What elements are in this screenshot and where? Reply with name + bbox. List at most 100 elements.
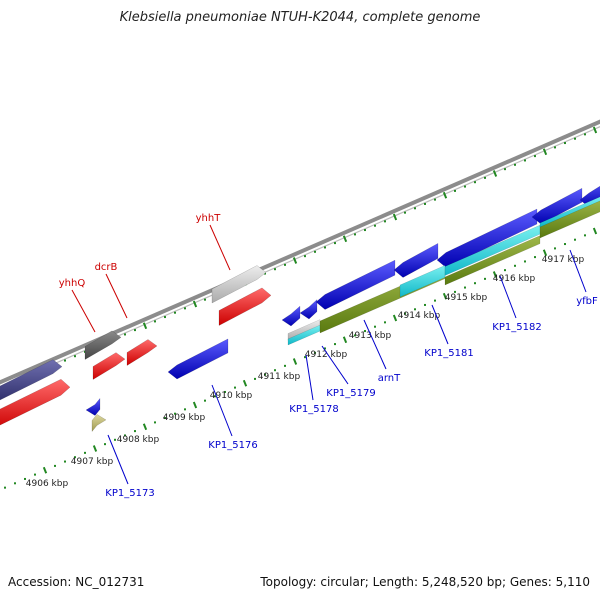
outer-tick-minor-tick — [374, 224, 376, 227]
inner-tick-minor-tick — [214, 395, 216, 398]
gene-arrow-arnT — [393, 242, 439, 278]
inner-tick-minor-tick — [574, 238, 576, 241]
scale-label: 4912 kbp — [305, 350, 348, 360]
inner-tick-minor-tick — [404, 312, 406, 315]
inner-tick-minor-tick — [484, 277, 486, 280]
outer-tick-minor-tick — [404, 211, 406, 214]
inner-tick-minor-tick — [384, 321, 386, 324]
inner-tick-minor-tick — [554, 247, 556, 250]
outer-tick-minor-tick — [184, 307, 186, 310]
outer-tick-minor-tick — [524, 159, 526, 162]
outer-tick-major-tick — [442, 191, 448, 199]
gene-label-reverse: KP1_5173 — [105, 488, 154, 499]
outer-tick-minor-tick — [304, 255, 306, 258]
outer-tick-minor-tick — [564, 142, 566, 145]
inner-tick-minor-tick — [184, 408, 186, 411]
gene-arrow-yhhT — [211, 265, 267, 304]
outer-tick-minor-tick — [574, 137, 576, 140]
scale-label: 4906 kbp — [26, 479, 69, 489]
inner-tick-minor-tick — [104, 443, 106, 446]
inner-tick-minor-tick — [364, 330, 366, 333]
outer-tick-major-tick — [492, 170, 498, 177]
inner-tick-minor-tick — [514, 264, 516, 267]
inner-tick-major-tick — [492, 271, 498, 278]
inner-tick-minor-tick — [4, 486, 6, 489]
outer-tick-minor-tick — [354, 233, 356, 236]
scale-label: 4917 kbp — [542, 255, 585, 265]
inner-tick-minor-tick — [464, 286, 466, 289]
outer-tick-minor-tick — [534, 155, 536, 158]
genome-summary: Topology: circular; Length: 5,248,520 bp… — [260, 575, 590, 589]
leader-line — [211, 384, 233, 437]
leader-line — [105, 273, 128, 319]
gene-label-forward: yhhT — [196, 213, 222, 224]
gene-arrow-red-yhhT — [218, 287, 272, 326]
outer-tick-minor-tick — [584, 133, 586, 136]
inner-tick-minor-tick — [354, 334, 356, 337]
outer-tick-major-tick — [542, 148, 548, 156]
map-title: Klebsiella pneumoniae NTUH-K2044, comple… — [119, 10, 481, 25]
inner-tick-major-tick — [242, 379, 248, 387]
inner-tick-major-tick — [342, 336, 348, 344]
outer-tick-minor-tick — [284, 263, 286, 266]
scale-label: 4907 kbp — [71, 457, 114, 467]
inner-tick-minor-tick — [524, 260, 526, 263]
scale-label: 4914 kbp — [398, 311, 441, 321]
inner-tick-minor-tick — [504, 269, 506, 272]
leader-line — [305, 354, 314, 401]
scale-label: 4909 kbp — [163, 413, 206, 423]
outer-tick-minor-tick — [314, 250, 316, 253]
outer-tick-major-tick — [592, 126, 598, 134]
outer-tick-minor-tick — [334, 242, 336, 245]
inner-tick-minor-tick — [134, 430, 136, 433]
outer-tick-minor-tick — [484, 176, 486, 179]
leader-line — [321, 345, 349, 385]
inner-tick-minor-tick — [54, 464, 56, 467]
gene-arrow-KP1_5182 — [531, 187, 583, 225]
inner-tick-major-tick — [442, 292, 448, 300]
outer-tick-minor-tick — [414, 207, 416, 210]
outer-tick-minor-tick — [364, 229, 366, 232]
inner-tick-minor-tick — [374, 325, 376, 328]
inner-tick-minor-tick — [84, 451, 86, 454]
gene-label-reverse: KP1_5182 — [492, 322, 541, 333]
scale-label: 4915 kbp — [445, 293, 488, 303]
inner-tick-minor-tick — [314, 351, 316, 354]
inner-tick-minor-tick — [234, 386, 236, 389]
outer-tick-minor-tick — [264, 272, 266, 275]
inner-tick-minor-tick — [414, 308, 416, 311]
leader-line — [71, 289, 96, 333]
leader-line — [363, 319, 387, 370]
inner-tick-minor-tick — [24, 477, 26, 480]
leader-line — [209, 224, 231, 271]
inner-tick-minor-tick — [174, 412, 176, 415]
outer-tick-minor-tick — [514, 163, 516, 166]
outer-tick-major-tick — [142, 322, 148, 330]
leader-line — [431, 304, 449, 345]
scale-label: 4916 kbp — [493, 274, 536, 284]
outer-tick-minor-tick — [164, 316, 166, 319]
scale-label: 4910 kbp — [210, 391, 253, 401]
leader-line — [499, 275, 517, 319]
gene-label-reverse: KP1_5176 — [208, 440, 257, 451]
inner-tick-minor-tick — [164, 417, 166, 420]
inner-tick-major-tick — [192, 401, 198, 409]
inner-tick-minor-tick — [454, 290, 456, 293]
inner-tick-major-tick — [542, 249, 548, 257]
inner-tick-minor-tick — [564, 243, 566, 246]
gene-label-forward: dcrB — [95, 262, 118, 273]
gene-arrow-dcrB — [84, 330, 122, 360]
gene-label-reverse: yfbF — [576, 296, 598, 307]
inner-tick-minor-tick — [264, 373, 266, 376]
outer-tick-minor-tick — [274, 268, 276, 271]
gene-arrow-red-large — [0, 378, 71, 426]
outer-tick-minor-tick — [204, 298, 206, 301]
inner-tick-minor-tick — [424, 303, 426, 306]
inner-tick-minor-tick — [154, 421, 156, 424]
outer-tick-major-tick — [342, 235, 348, 243]
inner-tick-minor-tick — [434, 299, 436, 302]
outer-tick-minor-tick — [474, 181, 476, 184]
outer-tick-major-tick — [392, 213, 398, 221]
outer-tick-minor-tick — [464, 185, 466, 188]
inner-tick-major-tick — [42, 466, 48, 474]
